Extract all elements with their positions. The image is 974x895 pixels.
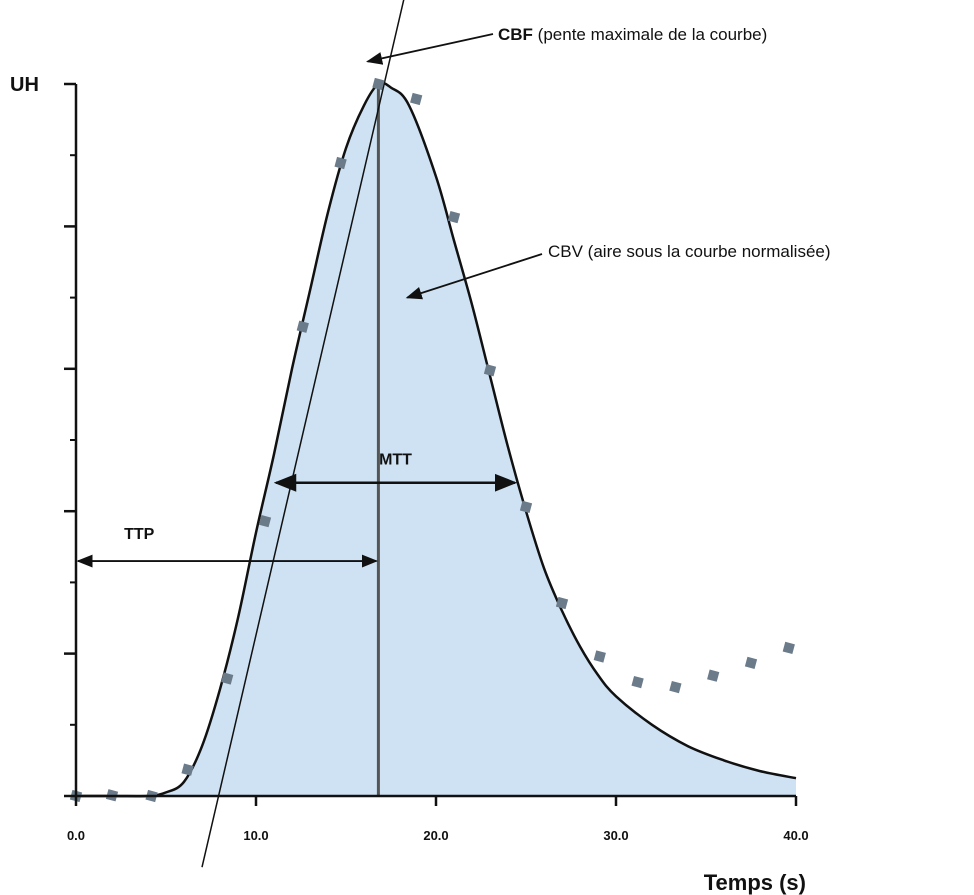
x-tick-label: 10.0 — [243, 828, 268, 843]
sample-point — [334, 156, 347, 170]
x-axis: 0.0 10.0 20.0 30.0 40.0 — [67, 794, 809, 843]
x-tick-label: 30.0 — [603, 828, 628, 843]
sample-markers — [69, 77, 795, 803]
sample-point — [181, 763, 194, 776]
y-minor-ticks — [64, 82, 76, 798]
fitted-curve — [76, 81, 797, 798]
sample-point — [483, 364, 497, 377]
area-fill — [76, 82, 796, 797]
sample-point — [707, 669, 720, 682]
sample-point — [372, 77, 385, 91]
x-ticks: 0.0 10.0 20.0 30.0 40.0 — [67, 796, 809, 843]
x-tick-label: 20.0 — [423, 828, 448, 843]
sample-point — [447, 211, 461, 224]
cbv-arrow — [405, 253, 543, 300]
x-axis-title: Temps (s) — [704, 870, 806, 895]
sample-point — [593, 650, 606, 663]
cbf-label-bold: CBF — [498, 25, 533, 44]
mtt-label: MTT — [379, 452, 412, 469]
sample-point — [221, 672, 234, 685]
sample-point — [296, 320, 309, 333]
sample-point — [258, 515, 272, 528]
sample-point — [669, 680, 682, 694]
sample-point — [519, 500, 533, 514]
sample-point — [555, 596, 569, 610]
ttp-measure: TTP — [76, 526, 379, 568]
y-axis — [64, 82, 78, 798]
mtt-measure: MTT — [273, 452, 518, 492]
ttp-label: TTP — [124, 526, 155, 543]
y-axis-label: UH — [10, 74, 39, 96]
sample-point — [744, 656, 758, 669]
sample-point — [410, 92, 423, 106]
slope-line — [201, 0, 405, 868]
x-tick-label: 40.0 — [783, 828, 808, 843]
cbf-arrow — [366, 33, 494, 65]
cbv-label: CBV (aire sous la courbe normalisée) — [548, 242, 831, 261]
cbf-label-rest: (pente maximale de la courbe) — [533, 25, 767, 44]
cbf-annotation: CBF (pente maximale de la courbe) — [366, 25, 767, 65]
x-tick-label: 0.0 — [67, 828, 85, 843]
sample-point — [631, 675, 644, 689]
cbv-annotation: CBV (aire sous la courbe normalisée) — [405, 242, 831, 300]
cbf-label: CBF (pente maximale de la courbe) — [498, 25, 767, 44]
sample-point — [782, 641, 795, 655]
